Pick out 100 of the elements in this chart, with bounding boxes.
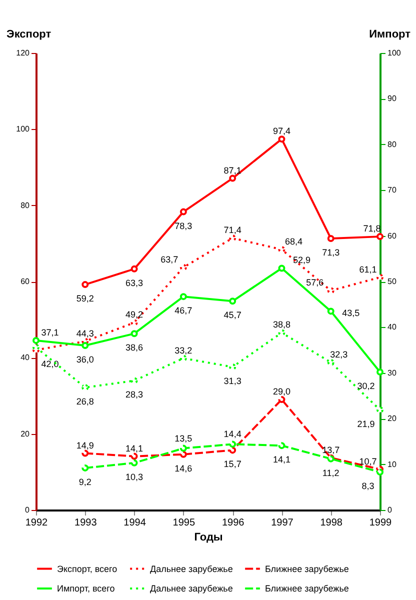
y2-tick-label: 90 [388,94,397,104]
point [180,450,187,458]
x-tick-label: 1999 [369,518,392,528]
point [229,446,236,454]
y-tick-label: 60 [20,277,30,286]
point [376,274,384,281]
y2-tick-label: 10 [388,460,397,469]
legend-label: Импорт, всего [57,584,115,594]
point [376,368,384,376]
data-label: 78,3 [174,220,192,231]
point [229,174,236,182]
data-label: 10,3 [126,472,144,482]
x-tick-label: 1992 [25,518,48,528]
legend-label: Дальнее зарубежье [150,584,233,594]
x-tick-label: 1995 [172,518,196,528]
y-tick-label: 80 [20,200,30,210]
data-label: 68,4 [284,236,302,247]
x-tick-label: 1996 [222,518,245,528]
data-label: 28,3 [126,390,144,400]
data-label: 63,3 [126,278,144,288]
point [130,459,138,466]
data-label: 31,3 [224,376,242,386]
x-tick-label: 1993 [74,518,98,528]
data-label: 87,1 [224,165,242,176]
data-label: 14,9 [76,440,94,450]
point [278,442,286,450]
point [82,450,89,457]
y2-tick-label: 70 [388,186,397,195]
data-label: 63,7 [160,254,178,264]
y-tick-label: 20 [20,429,30,438]
data-label: 71,4 [224,225,242,236]
point [32,336,40,344]
point [130,452,138,460]
x-tick-label: 1997 [271,518,294,528]
y2-tick-label: 60 [388,231,397,240]
point [130,265,138,272]
legend-label: Ближнее зарубежье [265,584,349,594]
point [229,298,236,305]
y2-axis-title: Импорт [369,28,412,40]
data-label: 45,7 [224,310,242,320]
point [376,406,384,414]
point [327,234,334,242]
point [130,330,138,338]
data-label: 10,7 [359,456,377,466]
data-label: 14,6 [174,463,192,474]
point [82,464,89,472]
y2-tick-label: 20 [388,414,397,424]
x-axis-title: Годы [194,532,223,544]
point [229,440,236,448]
legend-label: Дальнее зарубежье [150,564,233,574]
point [82,281,89,288]
y2-tick-label: 100 [388,48,402,58]
point [82,342,89,349]
y-tick-label: 40 [20,353,30,362]
data-label: 52,9 [292,255,310,266]
data-label: 38,8 [272,320,290,330]
data-label: 49,2 [126,310,144,320]
data-label: 15,7 [224,459,242,470]
data-label: 59,2 [76,294,94,304]
point [229,363,236,370]
data-label: 29,0 [272,386,290,397]
y2-tick-label: 80 [388,140,397,149]
legend-label: Экспорт, всего [57,564,118,574]
data-label: 36,0 [76,354,94,364]
y-axis-title: Экспорт [6,28,52,40]
point [327,308,334,315]
point [278,264,286,272]
y-tick-label: 120 [16,48,30,58]
data-label: 21,9 [357,418,375,429]
point [32,344,40,351]
data-label: 57,6 [306,278,324,288]
data-label: 11,2 [322,468,340,478]
y2-tick-label: 0 [388,506,392,514]
data-label: 37,1 [41,327,59,338]
x-tick-label: 1994 [124,518,146,528]
point [376,468,384,476]
y2-tick-label: 50 [388,277,397,286]
data-label: 97,4 [272,126,290,136]
point [130,319,138,326]
point [278,246,286,254]
data-label: 43,5 [342,308,360,318]
data-label: 30,2 [357,380,375,391]
data-label: 44,3 [76,328,94,338]
data-label: 38,6 [126,342,144,353]
point [278,396,286,404]
data-label: 14,1 [272,454,290,465]
y2-tick-label: 40 [388,322,397,332]
point [180,293,187,300]
data-label: 33,2 [174,345,192,356]
point [278,136,286,143]
data-label: 61,1 [359,264,377,274]
data-label: 46,7 [174,306,192,316]
data-label: 42,0 [41,359,59,370]
data-label: 13,5 [174,433,192,444]
data-label: 71,3 [322,247,340,258]
data-label: 14,4 [224,429,242,440]
point [327,287,334,294]
point [180,264,187,271]
legend-label: Ближнее зарубежье [265,564,349,574]
y-tick-label: 0 [25,506,30,514]
